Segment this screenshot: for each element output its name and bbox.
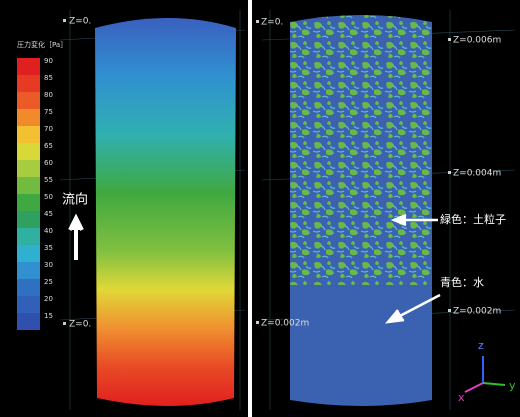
colorbar-label: 50 <box>44 193 53 201</box>
colorbar-label: 80 <box>44 91 53 99</box>
colorbar-swatch <box>17 262 40 279</box>
colorbar-label: 75 <box>44 108 53 116</box>
annotation: 緑色：土粒子 <box>440 212 506 226</box>
colorbar-swatch <box>17 92 40 109</box>
axis-label: z <box>478 339 484 352</box>
pressure-cylinder <box>95 18 236 406</box>
z-label: Z=0.002m <box>261 319 309 329</box>
colorbar-label: 65 <box>44 142 53 150</box>
axis-label: y <box>509 379 516 392</box>
colorbar-label: 15 <box>44 312 53 320</box>
colorbar-label: 25 <box>44 278 53 286</box>
marker <box>63 19 66 22</box>
colorbar-swatch <box>17 228 40 245</box>
marker <box>63 322 66 325</box>
z-label: Z=0. <box>69 320 91 330</box>
z-label: Z=0. <box>69 17 91 27</box>
colorbar-swatch <box>17 75 40 92</box>
screenshot: 圧力変化［Pa］ 90 85 80 75 70 65 60 55 50 45 40 35 30 25 20 1… <box>0 0 520 417</box>
marker <box>448 171 451 174</box>
flow-label: 流向 <box>62 192 88 208</box>
marker <box>448 38 451 41</box>
colorbar-swatch <box>17 245 40 262</box>
marker <box>256 20 259 23</box>
colorbar-label: 35 <box>44 244 53 252</box>
colorbar-swatch <box>17 109 40 126</box>
colorbar-label: 45 <box>44 210 53 218</box>
colorbar-label: 20 <box>44 295 53 303</box>
annotation: 青色：水 <box>440 275 484 289</box>
colorbar-swatch <box>17 143 40 160</box>
colorbar-label: 60 <box>44 159 53 167</box>
z-label: Z=0. <box>261 18 283 28</box>
water-region <box>290 285 432 406</box>
colorbar-swatch <box>17 313 40 330</box>
colorbar-label: 40 <box>44 227 53 235</box>
colorbar-swatch <box>17 296 40 313</box>
z-label: Z=0.006m <box>453 36 501 46</box>
colorbar-title: 圧力変化［Pa］ <box>17 40 67 49</box>
z-label: Z=0.002m <box>453 307 501 317</box>
z-label: Z=0.004m <box>453 169 501 179</box>
soil-region <box>290 15 432 285</box>
colorbar-swatch <box>17 211 40 228</box>
colorbar-swatch <box>17 160 40 177</box>
colorbar-swatch <box>17 177 40 194</box>
colorbar-swatch <box>17 58 40 75</box>
colorbar-swatch <box>17 194 40 211</box>
colorbar-label: 70 <box>44 125 53 133</box>
colorbar-swatch <box>17 279 40 296</box>
colorbar-label: 30 <box>44 261 53 269</box>
colorbar-label: 55 <box>44 176 53 184</box>
colorbar-label: 90 <box>44 57 53 65</box>
axis-label: x <box>458 391 465 404</box>
colorbar-swatch <box>17 126 40 143</box>
marker <box>448 309 451 312</box>
colorbar-label: 85 <box>44 74 53 82</box>
marker <box>256 321 259 324</box>
